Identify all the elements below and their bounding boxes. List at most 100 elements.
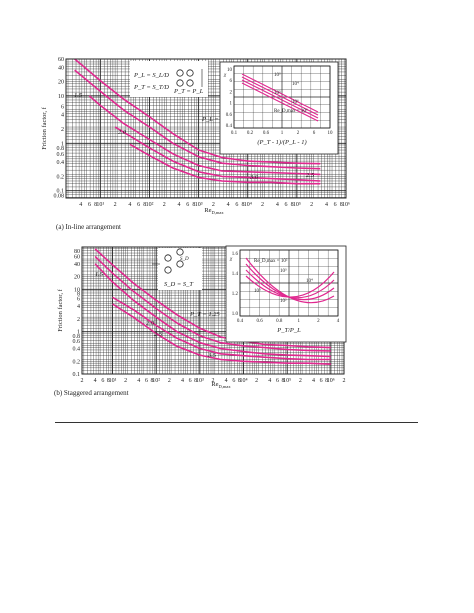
inset-x-tick: 1 xyxy=(298,319,301,324)
x-tick-label: 8 xyxy=(238,378,241,384)
x-tick-label: 8 xyxy=(340,202,343,208)
inset-x-tick: 10 xyxy=(328,131,334,136)
curve-annotation: P_T = 1.25 xyxy=(189,311,220,318)
annotation-pt-eq-pl: P_T = P_L xyxy=(173,88,204,95)
x-tick-label: 6 xyxy=(276,378,279,384)
inset-series-label: 10⁵ xyxy=(274,90,281,96)
y-tick-label: 0.08 xyxy=(54,193,65,199)
x-tick-label: 8 xyxy=(107,378,110,384)
x-tick-label: 2 xyxy=(255,378,258,384)
chart-b-y-axis-label: Friction factor, f xyxy=(57,288,64,331)
inset-x-tick: 4 xyxy=(337,319,340,324)
inset-series-line xyxy=(241,82,319,122)
y-tick-label: 1 xyxy=(61,141,64,147)
inset-series-line xyxy=(241,73,319,113)
series-line-2.5 xyxy=(114,126,321,182)
x-tick-label: 8 xyxy=(325,378,328,384)
y-tick-label: 60 xyxy=(74,254,80,260)
inset-y-label: χ xyxy=(229,257,233,262)
inset-x-tick: 1 xyxy=(281,131,284,136)
x-tick-label: 2 xyxy=(343,378,346,384)
x-tick-label: 8 xyxy=(150,378,153,384)
y-tick-label: 0.6 xyxy=(73,339,81,345)
x-tick-label: 2 xyxy=(212,202,215,208)
tube-circle xyxy=(176,79,184,87)
inset-series-label: 10³ xyxy=(274,72,281,78)
x-tick-label: 4 xyxy=(268,378,271,384)
inset-series-line xyxy=(245,271,335,298)
inset-y-tick: 10 xyxy=(227,68,233,73)
tube-circle xyxy=(164,266,172,274)
series-line-1.25 xyxy=(74,58,321,165)
series-line-3.0 xyxy=(129,143,321,185)
curve-annotation: 1.5 xyxy=(74,92,83,99)
curve-annotation: 2.0 xyxy=(118,129,127,136)
annotation-sd: S_D xyxy=(180,257,189,262)
x-tick-label: 10³ xyxy=(196,378,204,384)
series-line-2.0 xyxy=(94,263,331,358)
x-tick-label: 8 xyxy=(241,202,244,208)
x-tick-label: 6 xyxy=(189,378,192,384)
x-tick-label: 10⁶ xyxy=(342,202,350,208)
chart-a-y-ticks: 60 40 20 10 6 4 2 10.80.6 0.4 0.2 0.10.08 xyxy=(54,57,65,199)
chart-a-curves xyxy=(74,58,321,185)
inset-y-tick: 1 xyxy=(230,102,233,107)
series-line-2.0 xyxy=(88,95,321,176)
y-tick-label: 80 xyxy=(74,249,80,255)
curve-annotation: 2.0 xyxy=(146,320,155,327)
x-tick-label: 4 xyxy=(137,378,140,384)
x-tick-label: 4 xyxy=(312,378,315,384)
inset-y-tick: 1.4 xyxy=(232,272,239,277)
x-tick-label: 2 xyxy=(261,202,264,208)
y-tick-label: 0.1 xyxy=(73,372,81,378)
series-line-1.5 xyxy=(74,69,321,170)
inset-x-label: P_T/P_L xyxy=(276,327,301,334)
inset-y-label: χ xyxy=(223,73,227,78)
chart-a-frame xyxy=(65,58,347,199)
y-tick-label: 0.4 xyxy=(73,347,81,353)
inset-y-tick: 0.6 xyxy=(226,113,233,118)
x-tick-label: 4 xyxy=(94,378,97,384)
chart-a-tube-schematic: P_L = S_L/D P_T = S_T/D P_T = P_L xyxy=(130,61,208,97)
y-tick-label: 60 xyxy=(58,57,64,63)
section-divider xyxy=(55,422,418,423)
x-tick-label: 6 xyxy=(145,378,148,384)
inset-y-tick: 1.6 xyxy=(232,252,239,257)
inset-x-tick: 0.6 xyxy=(263,131,270,136)
schematic-background xyxy=(130,61,208,97)
y-tick-label: 20 xyxy=(74,275,80,281)
y-tick-label: 2 xyxy=(77,317,80,323)
x-tick-label: 6 xyxy=(88,202,91,208)
y-tick-label: 4 xyxy=(61,113,64,119)
series-line-3.5 xyxy=(112,303,331,365)
x-tick-label: 6 xyxy=(232,378,235,384)
x-tick-label: 8 xyxy=(143,202,146,208)
x-tick-label: 6 xyxy=(235,202,238,208)
x-tick-label: 6 xyxy=(284,202,287,208)
x-tick-label: 10³ xyxy=(195,202,203,208)
y-tick-label: 1 xyxy=(77,330,80,336)
x-tick-label: 4 xyxy=(79,202,82,208)
chart-b-x-axis-label: ReD,max xyxy=(211,381,231,390)
x-tick-label: 2 xyxy=(124,378,127,384)
annotation-pl: P_L = S_L/D xyxy=(133,72,169,79)
chart-b-inset-plot: 0.4 0.6 0.8 1 2 4 1.6 1.4 1.2 1.0 χ P_T/P_L Re_D,max… xyxy=(225,245,347,343)
inset-x-tick: 2 xyxy=(297,131,300,136)
series-line-2.5 xyxy=(112,296,331,361)
chart-a-x-ticks: 4 6 8 10¹ 2 4 6 8 10² 2 4 6 8 10³ 2 4 6 8 10⁴ 2 4 6 8 10⁵ 2 4 6 8 10… xyxy=(79,202,350,208)
y-tick-label: 10 xyxy=(74,287,80,293)
chart-a-caption: (a) In-line arrangement xyxy=(56,223,121,231)
x-tick-label: 10⁵ xyxy=(283,378,291,384)
y-tick-label: 0.4 xyxy=(57,160,65,166)
annotation-sd-eq-st: S_D = S_T xyxy=(164,281,193,288)
tube-circle xyxy=(176,69,184,77)
y-tick-label: 2 xyxy=(61,127,64,133)
x-tick-label: 4 xyxy=(276,202,279,208)
x-tick-label: 2 xyxy=(163,202,166,208)
series-line-1.25 xyxy=(94,248,331,349)
x-tick-label: 8 xyxy=(194,378,197,384)
